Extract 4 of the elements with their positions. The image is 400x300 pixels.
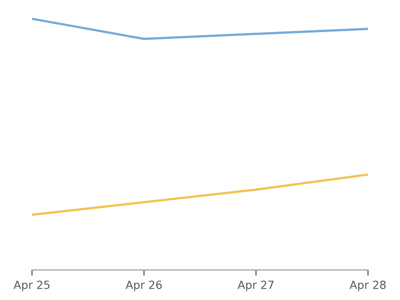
x-tick-label: Apr 27 [238, 280, 274, 292]
x-tick-label: Apr 25 [14, 280, 50, 292]
x-tick-label: Apr 28 [350, 280, 386, 292]
x-tick-label: Apr 26 [126, 280, 162, 292]
